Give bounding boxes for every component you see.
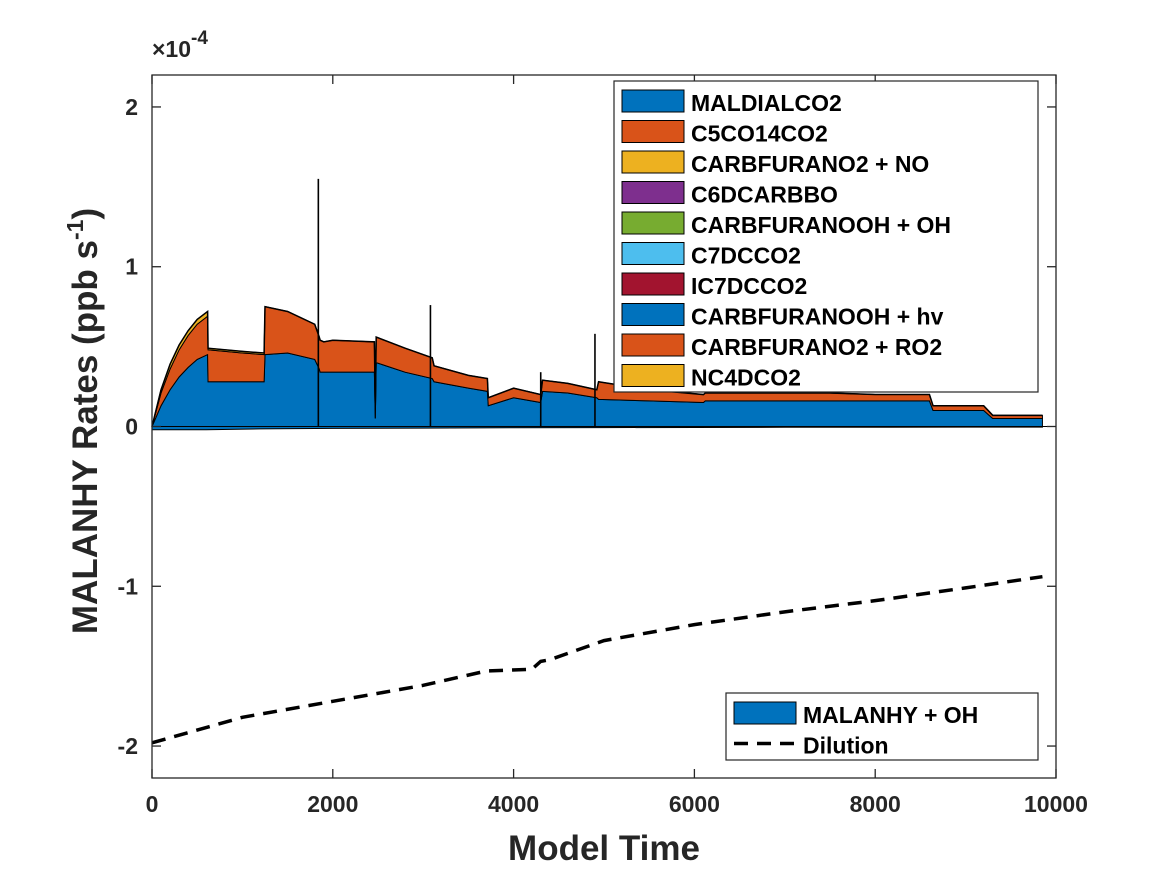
x-tick-label-5: 10000 — [1024, 791, 1088, 817]
legend-swatch-c5co14co2 — [621, 120, 685, 143]
plot-area — [151, 178, 1056, 745]
y-axis-title: MALANHY Rates (ppb s-1) — [62, 208, 105, 634]
y-tick-label-0: -2 — [118, 733, 138, 759]
y-tick-label-4: 2 — [125, 94, 138, 120]
legend-swatch-ic7dcco2 — [621, 272, 685, 296]
legend-positive-box — [613, 80, 1039, 393]
y-axis-title-tail: ) — [66, 208, 105, 220]
legend: MALDIALCO2 C5CO14CO2 CARBFURANO2 + NO C6DCA… — [613, 80, 1039, 761]
x-tick-label-4: 8000 — [850, 791, 901, 817]
legend-swatch-c6dcarbbo — [621, 181, 685, 204]
x-tick-label-0: 0 — [146, 791, 159, 817]
y-axis-title-main: MALANHY Rates (ppb s — [66, 240, 105, 634]
legend-label-carbfurano2-no: CARBFURANO2 + NO — [691, 151, 929, 177]
legend-swatch-carbfurano2-ro2 — [621, 333, 685, 357]
line-dilution — [151, 574, 1043, 745]
legend-label-nc4dco2: NC4DCO2 — [691, 365, 801, 391]
legend-label-dilution: Dilution — [803, 733, 889, 759]
legend-swatch-nc4dco2 — [621, 364, 685, 387]
y-axis-title-superscript: -1 — [62, 219, 88, 240]
legend-label-c5co14co2: C5CO14CO2 — [691, 121, 828, 147]
legend-swatch-carbfuranooh-oh — [621, 211, 685, 235]
legend-swatch-maldialco2 — [621, 89, 685, 113]
legend-label-carbfuranooh-hv: CARBFURANOOH + hv — [691, 304, 944, 330]
legend-label-carbfuranooh-oh: CARBFURANOOH + OH — [691, 212, 951, 238]
y-tick-label-3: 1 — [125, 254, 138, 280]
y-tick-label-2: 0 — [125, 414, 138, 440]
legend-swatch-carbfuranooh-hv — [621, 303, 685, 326]
legend-label-c6dcarbbo: C6DCARBBO — [691, 182, 838, 208]
x-axis-title: Model Time — [508, 829, 700, 868]
legend-swatch-malanhy-oh — [733, 701, 797, 725]
x-tick-label-2: 4000 — [488, 791, 539, 817]
exponent-power: -4 — [191, 28, 208, 49]
x-tick-label-1: 2000 — [307, 791, 358, 817]
legend-label-carbfurano2-ro2: CARBFURANO2 + RO2 — [691, 334, 942, 360]
legend-swatch-carbfurano2-no — [621, 150, 685, 174]
legend-swatch-c7dcco2 — [621, 242, 685, 265]
axis-labels: Model Time MALANHY Rates (ppb s-1) ×10-4 — [62, 28, 700, 868]
legend-label-maldialco2: MALDIALCO2 — [691, 90, 842, 116]
y-tick-label-1: -1 — [118, 573, 139, 599]
legend-label-c7dcco2: C7DCCO2 — [691, 243, 801, 269]
x-tick-label-3: 6000 — [669, 791, 720, 817]
legend-label-ic7dcco2: IC7DCCO2 — [691, 273, 807, 299]
legend-label-malanhy-oh: MALANHY + OH — [803, 702, 978, 728]
exponent-base: ×10 — [152, 36, 191, 62]
axes: 0 2000 4000 6000 8000 10000 -2 -1 0 1 2 — [118, 74, 1088, 817]
stack-outline — [151, 305, 1043, 427]
exponent-label: ×10-4 — [152, 28, 208, 62]
